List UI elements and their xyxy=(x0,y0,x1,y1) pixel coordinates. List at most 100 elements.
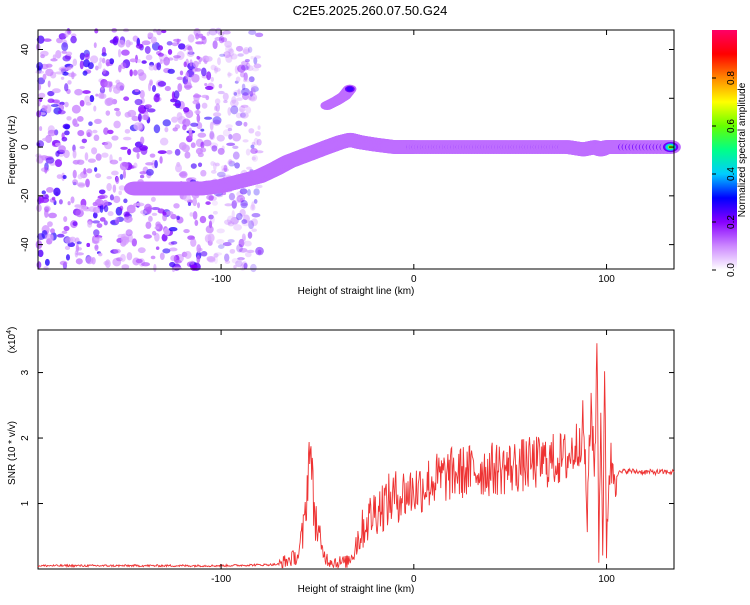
noise-blob xyxy=(62,174,67,180)
noise-blob xyxy=(221,145,225,151)
noise-blob xyxy=(162,119,171,127)
noise-blob xyxy=(241,83,246,91)
noise-blob xyxy=(222,30,231,35)
snr-y-label: SNR (10 * v/v) xyxy=(7,421,18,485)
noise-blob xyxy=(67,80,72,85)
noise-blob xyxy=(113,107,120,112)
noise-blob xyxy=(210,169,217,174)
noise-blob xyxy=(209,121,214,131)
noise-blob xyxy=(201,35,206,41)
noise-blob xyxy=(98,189,106,195)
noise-blob xyxy=(194,110,201,115)
noise-blob xyxy=(45,68,54,77)
noise-blob xyxy=(250,87,256,96)
noise-blob xyxy=(175,163,182,173)
noise-blob xyxy=(167,68,175,74)
noise-blob xyxy=(99,217,106,222)
noise-blob xyxy=(64,83,69,92)
noise-blob xyxy=(196,114,201,123)
noise-blob xyxy=(197,162,203,168)
noise-blob xyxy=(46,186,54,193)
noise-blob xyxy=(254,55,261,59)
noise-blob xyxy=(231,200,237,209)
noise-blob xyxy=(154,160,158,169)
noise-blob xyxy=(153,94,160,103)
noise-blob xyxy=(125,229,133,237)
noise-blob xyxy=(139,136,145,145)
noise-blob xyxy=(69,64,74,69)
noise-blob xyxy=(137,247,146,254)
heatmap-panel: -100 0 100 -40 -20 0 20 40 Height of straight … xyxy=(7,27,681,297)
x-tick-label: 100 xyxy=(598,274,615,285)
noise-blob xyxy=(98,61,102,70)
noise-blob xyxy=(94,167,98,173)
noise-blob xyxy=(54,159,63,168)
noise-blob xyxy=(109,159,119,165)
noise-blob xyxy=(123,215,133,223)
noise-blob xyxy=(87,221,93,228)
noise-blob xyxy=(63,216,68,223)
noise-blob xyxy=(184,251,192,259)
noise-blob xyxy=(192,100,200,105)
chart-title: C2E5.2025.260.07.50.G24 xyxy=(293,3,448,18)
noise-blob xyxy=(129,69,133,77)
noise-blob xyxy=(216,239,225,245)
noise-blob xyxy=(167,48,173,55)
noise-blob xyxy=(189,212,194,217)
noise-blob xyxy=(174,148,181,156)
noise-blob xyxy=(205,225,214,234)
noise-blob xyxy=(248,76,255,83)
noise-blob xyxy=(146,108,156,113)
noise-blob xyxy=(161,233,168,242)
noise-blob xyxy=(106,176,112,180)
noise-blob xyxy=(226,142,236,146)
noise-blob xyxy=(251,141,256,146)
noise-blob xyxy=(107,211,114,217)
noise-blob xyxy=(56,233,65,238)
noise-blob xyxy=(230,53,238,60)
noise-blob xyxy=(101,57,106,64)
noise-blob xyxy=(47,98,55,104)
noise-blob xyxy=(118,156,122,162)
y-tick-label: 20 xyxy=(20,92,31,104)
noise-blob xyxy=(218,36,225,44)
noise-blob xyxy=(42,73,47,80)
noise-blob xyxy=(144,46,151,54)
noise-blob xyxy=(204,116,213,120)
heatmap-x-label: Height of straight line (km) xyxy=(298,286,415,297)
noise-blob xyxy=(114,217,120,224)
noise-blob xyxy=(103,127,109,135)
noise-blob xyxy=(79,52,85,61)
noise-blob xyxy=(161,30,167,34)
noise-blob xyxy=(230,216,239,225)
noise-blob xyxy=(127,148,131,155)
noise-blob xyxy=(55,71,64,75)
noise-blob xyxy=(153,263,157,273)
noise-blob xyxy=(210,161,215,166)
noise-blob xyxy=(247,189,251,196)
noise-blob xyxy=(243,214,250,224)
noise-blob xyxy=(237,257,245,261)
noise-blob xyxy=(239,258,243,262)
noise-blob xyxy=(239,108,244,114)
noise-blob xyxy=(222,242,232,247)
noise-blob xyxy=(183,61,187,68)
noise-blob xyxy=(84,95,91,104)
colorbar-label: Normalized spectral amplitude xyxy=(737,82,748,217)
noise-blob xyxy=(112,86,121,94)
noise-blob xyxy=(120,253,126,262)
noise-blob xyxy=(141,40,151,46)
noise-blob xyxy=(162,213,168,222)
noise-blob xyxy=(157,80,167,87)
noise-blob xyxy=(238,105,246,113)
noise-blob xyxy=(85,178,90,188)
noise-blob xyxy=(244,59,250,63)
noise-blob xyxy=(215,27,222,34)
noise-blob xyxy=(222,129,231,137)
noise-blob xyxy=(194,66,198,72)
noise-blob xyxy=(75,209,84,218)
noise-blob xyxy=(247,95,252,101)
heatmap-noise xyxy=(35,27,264,273)
noise-blob xyxy=(209,215,215,224)
noise-blob xyxy=(247,91,254,95)
